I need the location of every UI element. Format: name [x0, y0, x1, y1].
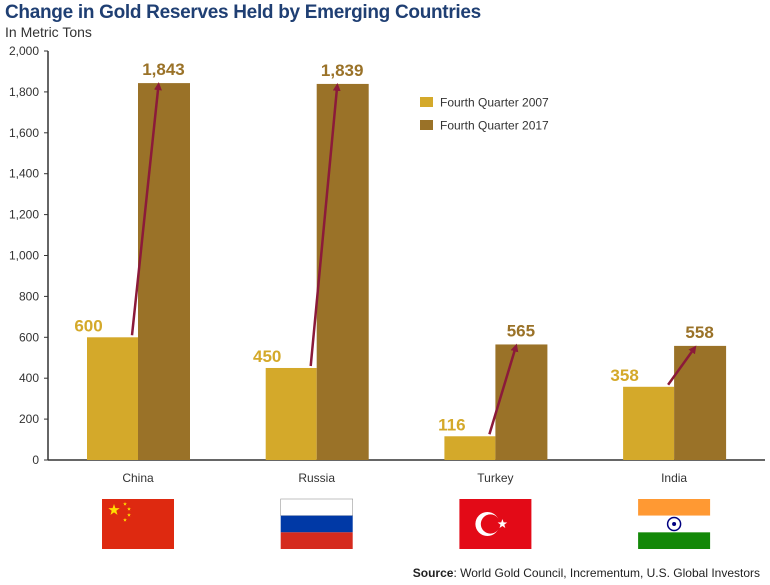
bar-2017-india [674, 345, 727, 460]
bar-2007-turkey [444, 436, 496, 460]
category-label: Russia [298, 471, 335, 485]
bar-2007-china [87, 337, 138, 460]
y-tick-label: 400 [19, 371, 39, 385]
russia-flag-icon [280, 498, 354, 549]
data-label-2017: 558 [685, 323, 713, 342]
source-label: Source [412, 566, 454, 580]
chart-title: Change in Gold Reserves Held by Emerging… [5, 2, 481, 23]
y-tick-label: 1,000 [9, 249, 39, 263]
turkey-flag-icon [459, 499, 532, 549]
category-label: China [122, 471, 154, 485]
source-note: Source: World Gold Council, Incrementum,… [413, 566, 760, 580]
bar-2007-russia [265, 367, 317, 460]
legend-swatch [420, 120, 433, 130]
data-label-2007: 600 [74, 316, 102, 335]
y-tick-label: 1,800 [9, 85, 39, 99]
y-tick-label: 200 [19, 412, 39, 426]
change-arrow [488, 343, 519, 435]
china-flag-icon [102, 499, 174, 549]
category-label: India [661, 471, 687, 485]
bar-2017-russia [316, 83, 369, 460]
bar-2017-china [138, 83, 190, 460]
change-arrow [667, 345, 697, 386]
data-label-2017: 1,839 [321, 61, 364, 80]
india-flag-icon [638, 499, 711, 549]
bar-2017-turkey [495, 344, 548, 460]
y-tick-label: 1,600 [9, 126, 39, 140]
y-tick-label: 1,400 [9, 167, 39, 181]
y-tick-label: 1,200 [9, 208, 39, 222]
y-tick-label: 2,000 [9, 44, 39, 58]
legend-label: Fourth Quarter 2017 [440, 119, 549, 133]
data-label-2017: 565 [507, 321, 535, 340]
chart-subtitle: In Metric Tons [5, 24, 92, 40]
category-label: Turkey [477, 471, 513, 485]
change-arrow [130, 82, 162, 336]
y-tick-label: 800 [19, 289, 39, 303]
data-label-2007: 450 [253, 347, 281, 366]
source-text: : World Gold Council, Incrementum, U.S. … [453, 566, 760, 580]
y-tick-label: 0 [32, 453, 39, 467]
legend-swatch [420, 97, 433, 107]
data-label-2007: 116 [438, 415, 465, 434]
legend-label: Fourth Quarter 2007 [440, 96, 549, 110]
bar-2007-india [623, 386, 675, 460]
change-arrow [309, 82, 341, 367]
data-label-2007: 358 [610, 366, 638, 385]
y-tick-label: 600 [19, 330, 39, 344]
data-label-2017: 1,843 [142, 60, 185, 79]
